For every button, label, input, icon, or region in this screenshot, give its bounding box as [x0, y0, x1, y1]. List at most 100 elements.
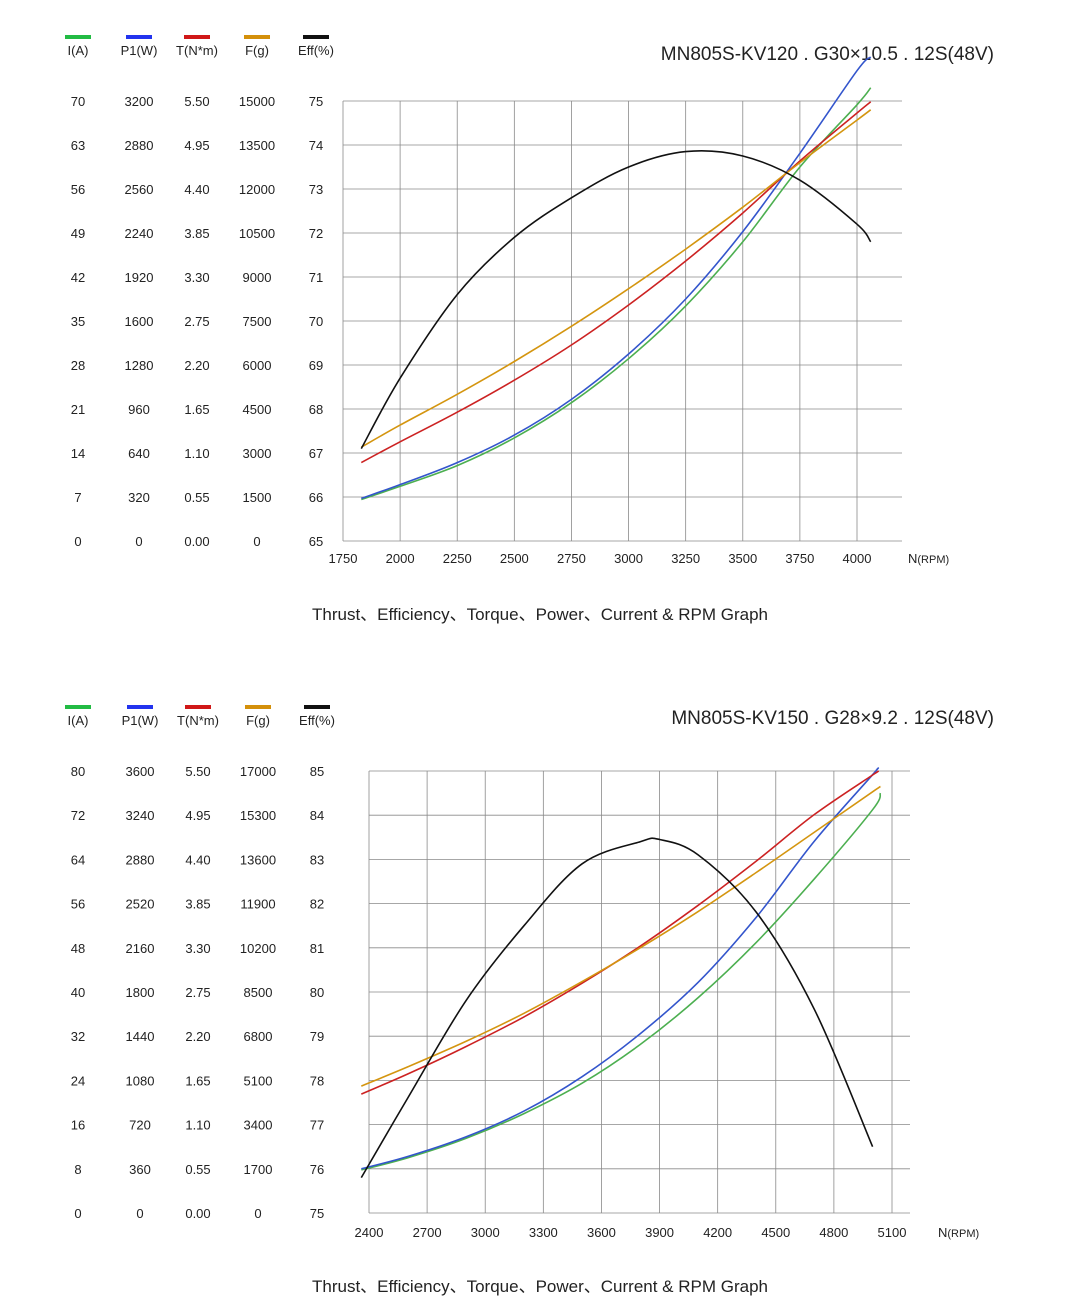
y-tick-label: 1500	[243, 490, 272, 505]
y-tick-label: 3.85	[184, 226, 209, 241]
series-line-t-n-m	[360, 770, 880, 1095]
y-tick-label: 0.00	[185, 1206, 210, 1221]
y-tick-label: 2240	[125, 226, 154, 241]
y-tick-label: 83	[310, 852, 324, 867]
legend-swatch	[304, 705, 330, 709]
chart-kv120: 1750 2000 2250 2500 2750 3000 3250 3500 3750 4000…	[65, 35, 994, 624]
x-axis-label-unit: (RPM)	[917, 554, 949, 566]
y-tick-label: 81	[310, 941, 324, 956]
series-line-eff	[360, 837, 874, 1179]
y-tick-label: 1440	[126, 1029, 155, 1044]
axis-title: Eff(%)	[299, 713, 335, 728]
y-tick-label: 24	[71, 1073, 85, 1088]
x-tick-label: 3000	[471, 1225, 500, 1240]
y-tick-label: 35	[71, 314, 85, 329]
y-tick-label: 32	[71, 1029, 85, 1044]
y-tick-label: 8	[74, 1162, 81, 1177]
y-tick-label: 40	[71, 985, 85, 1000]
y-tick-label: 69	[309, 358, 323, 373]
series-line-f-g	[360, 109, 872, 448]
x-axis-label-main: N	[908, 551, 917, 566]
series-line-i-a	[361, 792, 882, 1171]
legend-swatch	[126, 35, 152, 39]
y-tick-label: 960	[128, 402, 150, 417]
y-tick-label: 17000	[240, 764, 276, 779]
series-line-t-n-m	[360, 101, 872, 464]
y-tick-label: 1.10	[184, 446, 209, 461]
y-tick-label: 2.20	[185, 1029, 210, 1044]
y-tick-label: 56	[71, 897, 85, 912]
y-tick-label: 3200	[125, 94, 154, 109]
y-tick-label: 74	[309, 138, 323, 153]
legend-swatch	[127, 705, 153, 709]
axis-title: T(N*m)	[177, 713, 219, 728]
x-axis-label: N(RPM)	[938, 1225, 979, 1240]
y-tick-label: 0.00	[184, 534, 209, 549]
y-tick-label: 2880	[125, 138, 154, 153]
x-tick-label: 2000	[386, 551, 415, 566]
series-line-eff	[360, 150, 872, 449]
y-tick-label: 68	[309, 402, 323, 417]
y-tick-label: 1800	[126, 985, 155, 1000]
y-tick-label: 56	[71, 182, 85, 197]
legend-swatch	[245, 705, 271, 709]
series-line-f-g	[360, 785, 882, 1087]
y-tick-label: 80	[310, 985, 324, 1000]
y-tick-label: 4.95	[184, 138, 209, 153]
x-tick-label: 3300	[529, 1225, 558, 1240]
series-line-p1-w	[361, 767, 880, 1170]
chart-kv150: 2400 2700 3000 3300 3600 3900 4200 4500 4800 5100…	[65, 705, 994, 1296]
y-tick-label: 70	[71, 94, 85, 109]
legend-swatch	[244, 35, 270, 39]
y-tick-label: 64	[71, 852, 85, 867]
y-tick-label: 0.55	[184, 490, 209, 505]
chart-title: MN805S-KV150 . G28×9.2 . 12S(48V)	[671, 708, 994, 729]
y-tick-label: 72	[309, 226, 323, 241]
y-tick-label: 14	[71, 446, 85, 461]
x-tick-label: 2500	[500, 551, 529, 566]
chart-caption: Thrust、Efficiency、Torque、Power、Current &…	[312, 605, 768, 624]
y-tick-label: 78	[310, 1073, 324, 1088]
y-tick-label: 70	[309, 314, 323, 329]
y-tick-label: 71	[309, 270, 323, 285]
y-tick-label: 16	[71, 1118, 85, 1133]
y-tick-label: 3000	[243, 446, 272, 461]
x-tick-label: 2750	[557, 551, 586, 566]
y-tick-label: 67	[309, 446, 323, 461]
axis-title: Eff(%)	[298, 43, 334, 58]
x-tick-label: 3750	[785, 551, 814, 566]
y-tick-label: 73	[309, 182, 323, 197]
y-tick-label: 84	[310, 808, 324, 823]
y-tick-label: 1080	[126, 1073, 155, 1088]
y-tick-label: 2.75	[185, 985, 210, 1000]
y-tick-label: 6000	[243, 358, 272, 373]
y-tick-label: 12000	[239, 182, 275, 197]
y-tick-label: 80	[71, 764, 85, 779]
y-tick-label: 3.85	[185, 897, 210, 912]
x-tick-label: 4200	[703, 1225, 732, 1240]
y-tick-label: 4.95	[185, 808, 210, 823]
y-tick-label: 3240	[126, 808, 155, 823]
y-tick-label: 85	[310, 764, 324, 779]
y-tick-label: 77	[310, 1118, 324, 1133]
legend-swatch	[303, 35, 329, 39]
y-tick-label: 42	[71, 270, 85, 285]
x-axis-label: N(RPM)	[908, 551, 949, 566]
y-tick-label: 49	[71, 226, 85, 241]
y-tick-label: 13500	[239, 138, 275, 153]
x-tick-label: 3600	[587, 1225, 616, 1240]
y-tick-label: 2.75	[184, 314, 209, 329]
axis-title: I(A)	[68, 713, 89, 728]
x-tick-label: 4000	[843, 551, 872, 566]
y-tick-label: 7500	[243, 314, 272, 329]
axis-title: P1(W)	[122, 713, 159, 728]
y-tick-label: 2520	[126, 897, 155, 912]
chart-caption: Thrust、Efficiency、Torque、Power、Current &…	[312, 1277, 768, 1296]
y-tick-label: 1700	[244, 1162, 273, 1177]
x-tick-label: 4800	[819, 1225, 848, 1240]
y-tick-label: 82	[310, 897, 324, 912]
x-tick-label: 1750	[329, 551, 358, 566]
legend-swatch	[184, 35, 210, 39]
axis-title: I(A)	[68, 43, 89, 58]
axis-title: F(g)	[245, 43, 269, 58]
